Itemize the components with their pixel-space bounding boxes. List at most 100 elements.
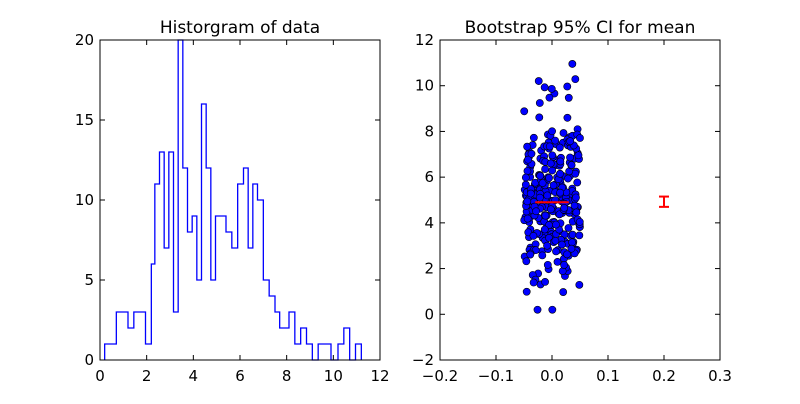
bootstrap-point <box>575 217 584 226</box>
bootstrap-point <box>568 230 577 239</box>
bootstrap-point <box>521 180 530 189</box>
bootstrap-point <box>545 174 553 182</box>
bootstrap-point <box>563 250 571 259</box>
bootstrap-point <box>545 93 554 102</box>
bootstrap-point <box>546 205 555 214</box>
bootstrap-point <box>524 155 533 164</box>
bootstrap-point <box>532 207 540 216</box>
bootstrap-point <box>535 193 544 202</box>
bootstrap-point <box>526 189 535 198</box>
bootstrap-point <box>543 241 551 250</box>
bootstrap-point <box>541 165 549 174</box>
bootstrap-x-tick-label: 0.2 <box>652 367 676 385</box>
histogram-x-tick-label: 12 <box>370 367 389 385</box>
bootstrap-point <box>541 211 550 220</box>
bootstrap-y-tick-label: 4 <box>424 214 434 232</box>
bootstrap-point <box>571 75 580 84</box>
histogram-x-tick-label: 0 <box>95 367 105 385</box>
bootstrap-point <box>520 107 529 116</box>
bootstrap-y-tick-label: 0 <box>424 305 434 323</box>
bootstrap-x-tick-label: −0.2 <box>422 367 458 385</box>
bootstrap-point <box>576 134 584 142</box>
bootstrap-axes-background <box>440 40 720 360</box>
histogram-y-tick-label: 20 <box>75 31 94 49</box>
histogram-x-tick-label: 2 <box>142 367 152 385</box>
bootstrap-point <box>526 250 535 259</box>
bootstrap-point <box>548 166 557 175</box>
bootstrap-point <box>536 171 545 180</box>
bootstrap-point <box>574 151 583 160</box>
bootstrap-point <box>575 280 584 289</box>
bootstrap-point <box>572 193 580 202</box>
bootstrap-point <box>523 214 532 223</box>
bootstrap-point <box>540 225 549 234</box>
histogram-y-tick-label: 0 <box>84 351 94 369</box>
histogram-y-tick-label: 5 <box>84 271 94 289</box>
bootstrap-point <box>535 113 544 122</box>
bootstrap-y-tick-label: 6 <box>424 168 434 186</box>
bootstrap-point <box>556 157 565 166</box>
bootstrap-point <box>566 137 575 146</box>
histogram-y-tick-label: 15 <box>75 111 94 129</box>
histogram-axes-background <box>100 40 380 360</box>
bootstrap-point <box>556 169 564 178</box>
bootstrap-point <box>529 133 538 142</box>
bootstrap-y-tick-label: 8 <box>424 122 434 140</box>
bootstrap-y-tick-label: 2 <box>424 260 434 278</box>
histogram-x-tick-label: 6 <box>235 367 245 385</box>
bootstrap-point <box>545 142 554 151</box>
histogram-y-tick-label: 10 <box>75 191 94 209</box>
bootstrap-point <box>538 179 547 187</box>
bootstrap-point <box>541 277 549 286</box>
bootstrap-y-tick-label: 10 <box>415 77 434 95</box>
bootstrap-title: Bootstrap 95% CI for mean <box>465 18 696 38</box>
bootstrap-point <box>548 305 557 314</box>
confidence-interval <box>659 195 669 208</box>
bootstrap-point <box>523 167 532 175</box>
bootstrap-point <box>540 83 549 92</box>
histogram-panel: 0 2 4 6 8 10 12 0 5 10 15 20 Historgram of data <box>75 18 390 385</box>
bootstrap-point <box>529 278 538 287</box>
bootstrap-point <box>572 208 581 217</box>
bootstrap-point <box>549 181 558 190</box>
bootstrap-point <box>568 60 577 68</box>
bootstrap-point <box>559 129 568 137</box>
bootstrap-point <box>523 197 532 206</box>
bootstrap-point <box>570 201 579 210</box>
bootstrap-point <box>534 77 543 85</box>
histogram-title: Historgram of data <box>160 18 320 38</box>
bootstrap-point <box>521 173 530 182</box>
bootstrap-x-tick-label: −0.1 <box>478 367 514 385</box>
bootstrap-point <box>564 174 572 183</box>
bootstrap-point <box>522 257 531 266</box>
bootstrap-y-tick-label: 12 <box>415 31 434 49</box>
bootstrap-point <box>575 231 584 240</box>
bootstrap-point <box>566 153 574 162</box>
bootstrap-point <box>552 247 560 256</box>
bootstrap-point <box>543 191 552 200</box>
bootstrap-axes-frame <box>439 39 721 361</box>
bootstrap-point <box>547 84 556 93</box>
bootstrap-point <box>551 236 560 245</box>
bootstrap-panel: −0.2 −0.1 0.0 0.1 0.2 0.3 −2 0 2 4 6 8 10 12 Bootstra… <box>412 18 732 385</box>
bootstrap-point <box>527 149 536 158</box>
bootstrap-point <box>556 188 565 197</box>
bootstrap-point <box>564 93 573 102</box>
bootstrap-point <box>548 151 557 160</box>
histogram-x-tick-label: 8 <box>282 367 292 385</box>
bootstrap-x-tick-label: 0.1 <box>596 367 620 385</box>
bootstrap-point <box>552 220 560 229</box>
bootstrap-point <box>555 143 564 152</box>
bootstrap-point <box>567 161 576 169</box>
bootstrap-point <box>573 178 582 187</box>
bootstrap-point <box>546 159 555 168</box>
bootstrap-point <box>560 204 569 212</box>
bootstrap-x-tick-label: 0.3 <box>708 367 732 385</box>
bootstrap-point <box>558 240 566 249</box>
bootstrap-point <box>560 261 568 269</box>
bootstrap-point <box>567 244 576 253</box>
bootstrap-point <box>563 113 572 122</box>
bootstrap-point <box>535 99 544 107</box>
bootstrap-point <box>548 127 556 136</box>
bootstrap-point <box>533 305 542 314</box>
